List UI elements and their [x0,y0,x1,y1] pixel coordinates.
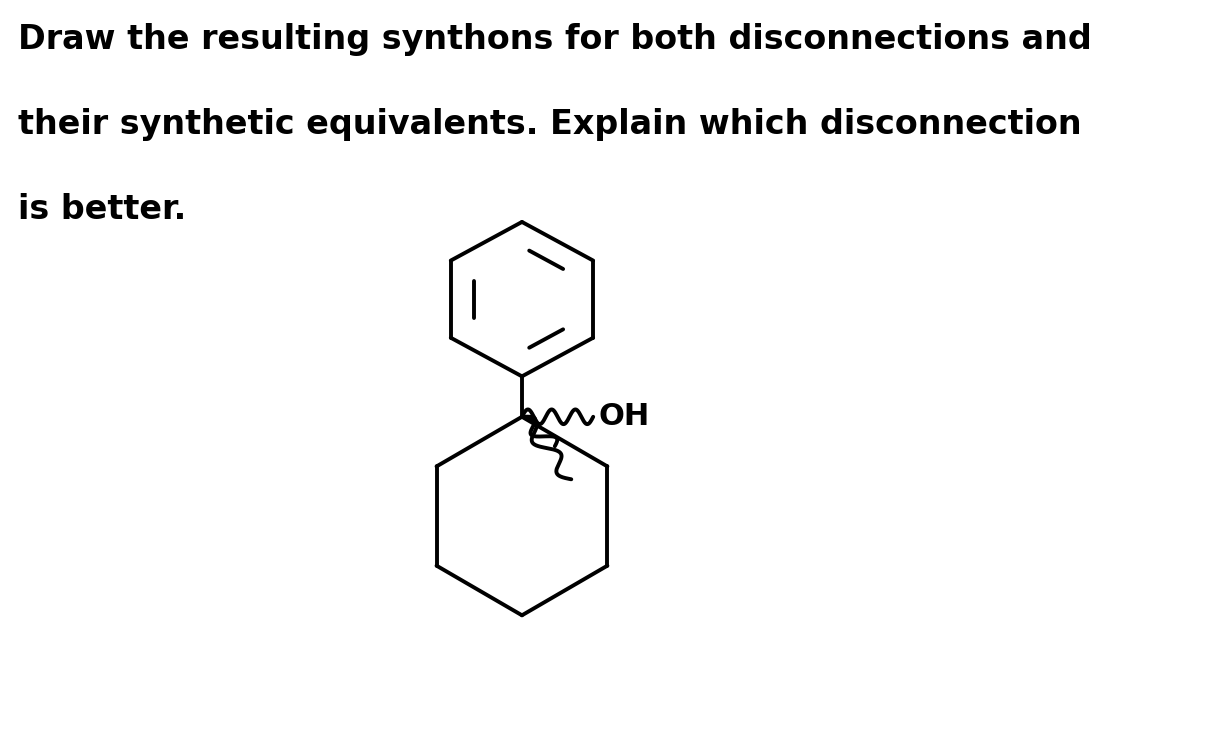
Text: Draw the resulting synthons for both disconnections and: Draw the resulting synthons for both dis… [17,24,1092,56]
Text: is better.: is better. [17,193,186,226]
Text: OH: OH [599,402,650,431]
Text: their synthetic equivalents. Explain which disconnection: their synthetic equivalents. Explain whi… [17,108,1082,141]
